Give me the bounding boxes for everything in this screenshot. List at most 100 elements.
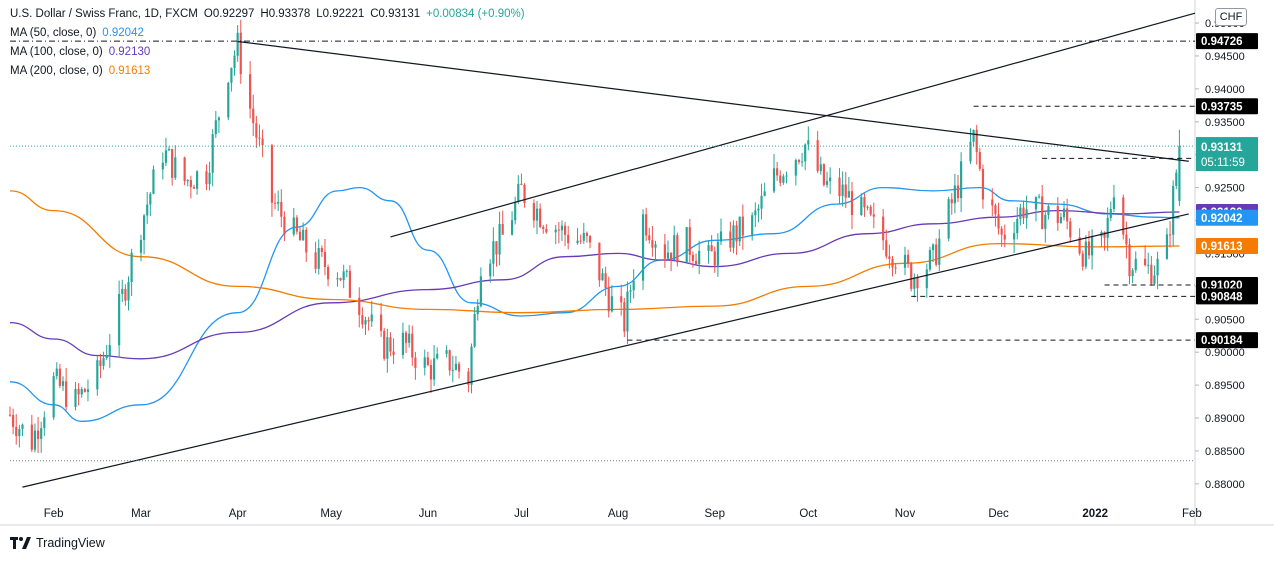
- candle-body: [794, 159, 797, 176]
- tradingview-logo[interactable]: TradingView: [10, 536, 105, 550]
- candle: [1062, 201, 1066, 221]
- y-tick-label: 0.94000: [1205, 84, 1245, 96]
- candle: [928, 246, 932, 272]
- candle: [641, 209, 645, 290]
- candle-body: [819, 164, 822, 172]
- candle: [673, 225, 676, 261]
- candlestick-series: [8, 19, 1181, 453]
- candle: [273, 193, 277, 210]
- candle-body: [149, 193, 152, 205]
- candle-body: [779, 175, 782, 183]
- candle-body: [189, 180, 192, 188]
- ma50-row[interactable]: MA (50, close, 0) 0.92042: [10, 24, 525, 43]
- candle: [292, 208, 295, 237]
- ma50-label: MA (50, close, 0): [10, 27, 97, 39]
- candle: [473, 306, 476, 348]
- candle-body: [1047, 206, 1050, 215]
- candle: [249, 61, 252, 119]
- candle-body: [520, 183, 523, 185]
- candle: [86, 379, 90, 402]
- candle: [370, 300, 373, 327]
- ma200-row[interactable]: MA (200, close, 0) 0.91613: [10, 62, 525, 81]
- candle: [666, 240, 670, 261]
- ma100-row[interactable]: MA (100, close, 0) 0.92130: [10, 43, 525, 62]
- candle: [108, 334, 111, 369]
- candle: [167, 146, 171, 151]
- candle-body: [186, 180, 189, 182]
- candle: [1044, 210, 1047, 243]
- candle: [1066, 198, 1069, 230]
- candle: [211, 129, 214, 187]
- candle: [317, 239, 320, 275]
- ma100-value: 0.92130: [108, 46, 151, 58]
- candle: [554, 224, 557, 245]
- candle: [751, 212, 754, 241]
- candle: [741, 204, 744, 250]
- currency-button[interactable]: CHF: [1215, 8, 1247, 26]
- countdown-text: 05:11:59: [1201, 157, 1245, 169]
- candle: [298, 227, 302, 241]
- candle-body: [283, 216, 286, 235]
- candle: [408, 324, 411, 348]
- candle: [1081, 250, 1084, 271]
- candle-body: [732, 225, 735, 248]
- candle: [800, 152, 804, 167]
- candle-body: [707, 245, 710, 251]
- candle: [797, 158, 801, 165]
- candle: [283, 211, 286, 242]
- candle-body: [298, 231, 302, 241]
- x-tick-label: May: [320, 508, 342, 520]
- candle: [1078, 228, 1081, 256]
- candle: [258, 124, 261, 147]
- candle: [15, 414, 18, 445]
- candle: [991, 188, 994, 217]
- candle: [588, 235, 592, 249]
- candle: [981, 164, 985, 209]
- candle-body: [972, 129, 975, 142]
- candle: [645, 207, 648, 241]
- price-tags: 0.947260.937350.929440.910200.908480.901…: [1196, 33, 1258, 349]
- candle-body: [404, 332, 408, 343]
- candle-body: [361, 315, 364, 325]
- trendline: [22, 213, 1189, 488]
- candle-body: [991, 199, 994, 206]
- candle: [423, 349, 426, 376]
- candle: [1047, 204, 1050, 220]
- candle: [888, 244, 891, 269]
- candle: [776, 161, 779, 181]
- candle: [239, 19, 242, 84]
- x-tick-label: Nov: [895, 508, 916, 520]
- candle-body: [719, 231, 723, 242]
- candle: [1013, 221, 1016, 253]
- candle: [214, 111, 217, 139]
- candle: [30, 414, 33, 453]
- candle-body: [1144, 258, 1147, 266]
- candle-body: [632, 280, 635, 291]
- candle-body: [36, 430, 40, 439]
- y-tick-label: 0.88000: [1205, 479, 1245, 491]
- candle: [80, 387, 83, 398]
- candle: [903, 246, 907, 276]
- candle-body: [1016, 218, 1019, 234]
- candle: [567, 225, 570, 250]
- candle: [1156, 251, 1159, 290]
- candle: [1122, 194, 1125, 240]
- candle-body: [336, 278, 339, 280]
- candle: [33, 423, 37, 453]
- candle: [772, 153, 776, 194]
- candle-body: [80, 388, 83, 395]
- candle: [1147, 252, 1150, 274]
- candle: [1134, 251, 1137, 273]
- candle: [489, 259, 492, 283]
- candle-body: [1150, 264, 1153, 284]
- symbol-title: U.S. Dollar / Swiss Franc, 1D, FXCM: [10, 8, 198, 20]
- candle-body: [270, 145, 274, 203]
- candle-body: [579, 240, 582, 242]
- candle-body: [1128, 244, 1131, 277]
- plot-area: [10, 0, 1195, 497]
- candle-body: [96, 360, 99, 390]
- candle: [994, 203, 997, 227]
- candle-body: [65, 381, 68, 407]
- candle-body: [931, 244, 935, 251]
